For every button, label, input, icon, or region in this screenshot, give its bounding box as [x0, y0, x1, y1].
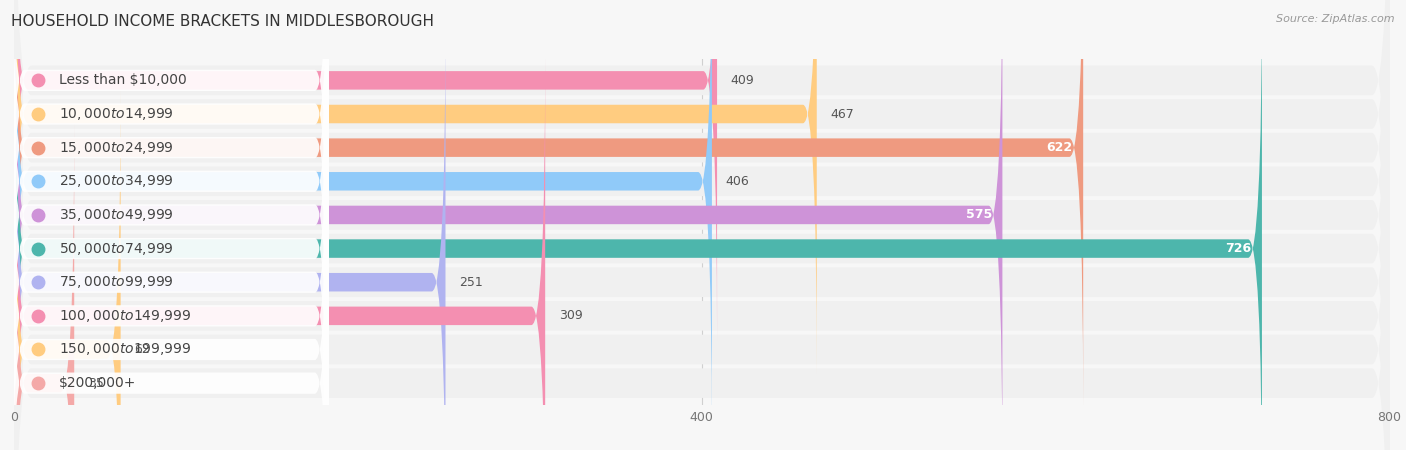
FancyBboxPatch shape	[14, 62, 1389, 450]
Text: $35,000 to $49,999: $35,000 to $49,999	[59, 207, 173, 223]
FancyBboxPatch shape	[14, 0, 1263, 450]
Text: $25,000 to $34,999: $25,000 to $34,999	[59, 173, 173, 189]
Text: Less than $10,000: Less than $10,000	[59, 73, 187, 87]
FancyBboxPatch shape	[14, 0, 1389, 450]
FancyBboxPatch shape	[14, 0, 1389, 450]
FancyBboxPatch shape	[14, 0, 1389, 450]
Text: 575: 575	[966, 208, 993, 221]
FancyBboxPatch shape	[14, 0, 717, 340]
Text: $150,000 to $199,999: $150,000 to $199,999	[59, 342, 191, 357]
FancyBboxPatch shape	[14, 56, 546, 450]
Text: $10,000 to $14,999: $10,000 to $14,999	[59, 106, 173, 122]
FancyBboxPatch shape	[11, 0, 329, 450]
Text: 62: 62	[135, 343, 150, 356]
FancyBboxPatch shape	[14, 0, 1389, 450]
FancyBboxPatch shape	[14, 0, 1389, 450]
FancyBboxPatch shape	[14, 0, 1389, 402]
Text: 622: 622	[1046, 141, 1073, 154]
Text: 35: 35	[89, 377, 104, 390]
Text: 467: 467	[831, 108, 855, 121]
FancyBboxPatch shape	[14, 90, 121, 450]
Text: 309: 309	[560, 309, 582, 322]
Text: 251: 251	[460, 276, 484, 289]
Text: $75,000 to $99,999: $75,000 to $99,999	[59, 274, 173, 290]
Text: $50,000 to $74,999: $50,000 to $74,999	[59, 241, 173, 256]
FancyBboxPatch shape	[14, 0, 1389, 436]
Text: HOUSEHOLD INCOME BRACKETS IN MIDDLESBOROUGH: HOUSEHOLD INCOME BRACKETS IN MIDDLESBORO…	[11, 14, 434, 28]
FancyBboxPatch shape	[14, 123, 75, 450]
FancyBboxPatch shape	[14, 0, 1002, 450]
FancyBboxPatch shape	[11, 0, 329, 450]
Text: 406: 406	[725, 175, 749, 188]
FancyBboxPatch shape	[14, 0, 711, 441]
Text: $15,000 to $24,999: $15,000 to $24,999	[59, 140, 173, 156]
FancyBboxPatch shape	[14, 28, 1389, 450]
Text: Source: ZipAtlas.com: Source: ZipAtlas.com	[1277, 14, 1395, 23]
FancyBboxPatch shape	[11, 125, 329, 450]
Text: 409: 409	[731, 74, 755, 87]
FancyBboxPatch shape	[14, 0, 1389, 450]
FancyBboxPatch shape	[11, 0, 329, 373]
FancyBboxPatch shape	[11, 24, 329, 450]
FancyBboxPatch shape	[14, 22, 446, 450]
Text: $100,000 to $149,999: $100,000 to $149,999	[59, 308, 191, 324]
Text: $200,000+: $200,000+	[59, 376, 136, 390]
FancyBboxPatch shape	[11, 0, 329, 406]
FancyBboxPatch shape	[11, 0, 329, 339]
FancyBboxPatch shape	[14, 0, 817, 374]
FancyBboxPatch shape	[11, 91, 329, 450]
Text: 726: 726	[1226, 242, 1251, 255]
FancyBboxPatch shape	[11, 57, 329, 450]
FancyBboxPatch shape	[11, 0, 329, 440]
FancyBboxPatch shape	[14, 0, 1083, 408]
